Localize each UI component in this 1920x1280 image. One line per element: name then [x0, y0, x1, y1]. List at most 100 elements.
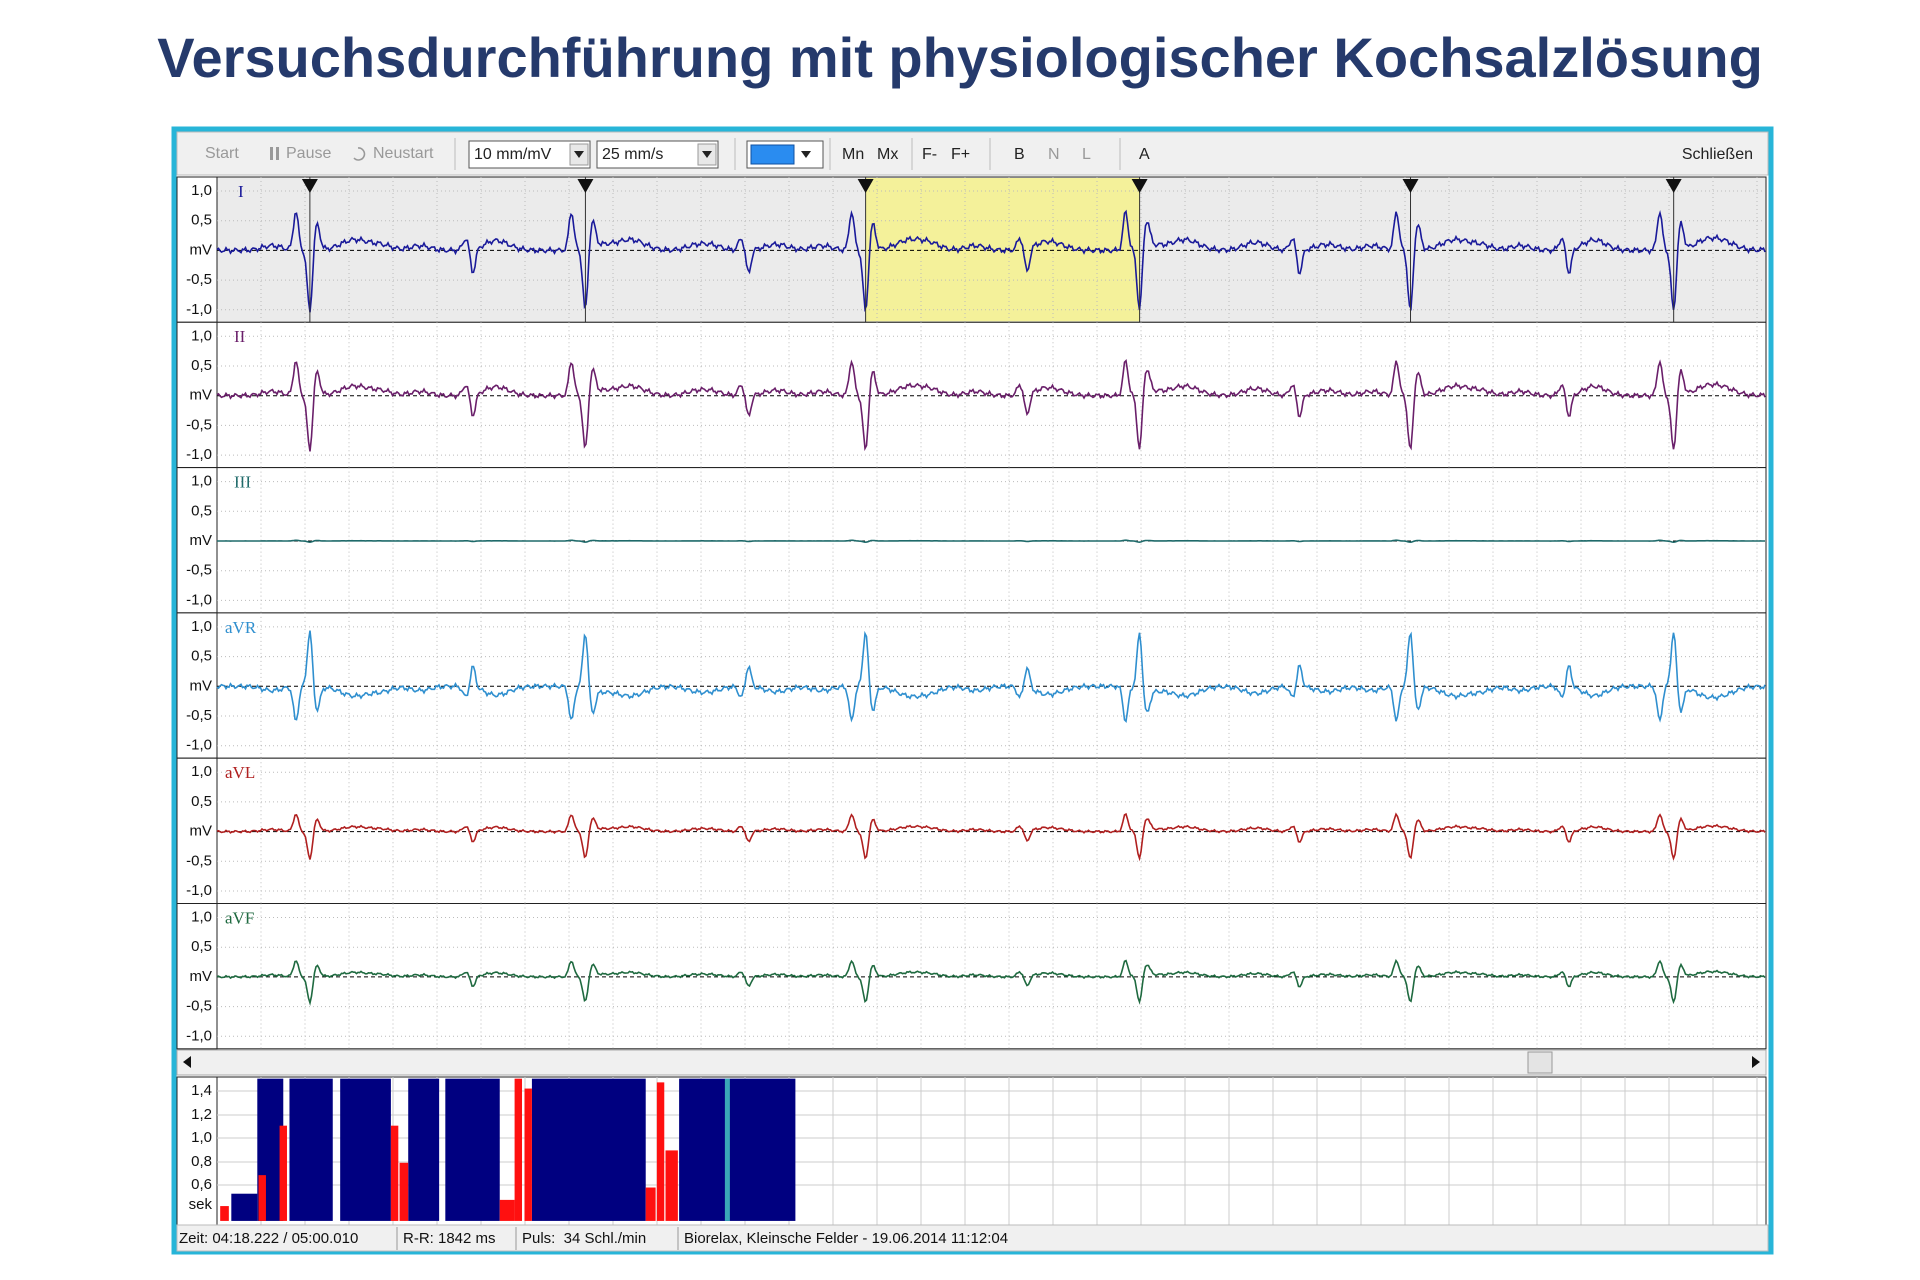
axis-label: 0,5	[191, 212, 212, 229]
axis-label: 1,4	[191, 1082, 212, 1099]
axis-label: mV	[190, 241, 213, 258]
axis-label: 1,0	[191, 618, 212, 635]
ecg-trace	[217, 539, 1765, 544]
axis-label: -0,5	[186, 271, 212, 288]
ecg-trace	[216, 630, 1766, 723]
rr-bar	[289, 1078, 333, 1221]
ecg-trace	[216, 812, 1766, 862]
restart-button[interactable]: Neustart	[373, 145, 434, 162]
toolbar-button[interactable]: L	[1082, 146, 1091, 163]
status-bar	[176, 1224, 1769, 1252]
beat-marker	[301, 179, 318, 193]
axis-column	[176, 1076, 218, 1226]
pause-icon	[276, 147, 279, 160]
axis-label: -0,5	[186, 416, 212, 433]
axis-label: 0,8	[191, 1153, 212, 1170]
lead-name: II	[234, 327, 246, 346]
close-button[interactable]: Schließen	[1682, 146, 1753, 163]
axis-label: -0,5	[186, 852, 212, 869]
axis-label: 0,6	[191, 1176, 212, 1193]
axis-label: 1,0	[191, 182, 212, 199]
axis-label: 1,0	[191, 327, 212, 344]
beat-marker	[1402, 179, 1419, 193]
beat-marker	[857, 179, 874, 193]
arrow-icon	[801, 151, 811, 158]
lead-name: aVL	[225, 763, 255, 782]
axis-column	[176, 176, 218, 323]
axis-label: mV	[190, 387, 213, 404]
pause-button[interactable]: Pause	[286, 145, 331, 162]
axis-column	[176, 612, 218, 759]
axis-label: 1,0	[191, 908, 212, 925]
axis-column	[176, 321, 218, 469]
rr-bar	[531, 1078, 646, 1221]
axis-label: 0,5	[191, 357, 212, 374]
axis-label: 0,5	[191, 502, 212, 519]
rr-spike	[390, 1125, 399, 1221]
lead-name: aVF	[225, 908, 254, 927]
speed-value: 25 mm/s	[602, 146, 663, 163]
axis-label: -0,5	[186, 998, 212, 1015]
axis-label: 1,0	[191, 763, 212, 780]
rr-spike	[499, 1199, 515, 1221]
axis-label: -1,0	[186, 737, 212, 754]
axis-label: -1,0	[186, 301, 212, 318]
lead-panel	[176, 903, 1767, 1050]
status-field: Biorelax, Kleinsche Felder - 19.06.2014 …	[684, 1230, 1008, 1247]
axis-label: -1,0	[186, 446, 212, 463]
axis-label: 1,0	[191, 1129, 212, 1146]
axis-label: mV	[190, 823, 213, 840]
rr-spike	[258, 1175, 266, 1221]
beat-marker	[577, 179, 594, 193]
rr-spike	[220, 1206, 229, 1221]
scroll-right[interactable]	[1752, 1056, 1760, 1068]
axis-label: -1,0	[186, 591, 212, 608]
axis-label: 1,0	[191, 473, 212, 490]
toolbar-button[interactable]: B	[1014, 146, 1025, 163]
ecg-trace	[216, 209, 1766, 313]
toolbar-button[interactable]: F+	[951, 146, 970, 163]
axis-label: -1,0	[186, 882, 212, 899]
rr-spike	[279, 1125, 287, 1221]
toolbar-button[interactable]: Mx	[877, 146, 898, 163]
beat-marker	[1665, 179, 1682, 193]
toolbar-button[interactable]: Mn	[842, 146, 864, 163]
lead-name: I	[238, 182, 244, 201]
pause-icon	[270, 147, 273, 160]
rr-bar	[445, 1078, 500, 1221]
lead-panel	[176, 757, 1767, 905]
rr-spike	[645, 1187, 656, 1221]
rr-bar	[408, 1078, 440, 1221]
rr-spike	[665, 1150, 678, 1221]
beat-marker	[1131, 179, 1148, 193]
ecg-trace	[216, 958, 1766, 1007]
axis-label: sek	[189, 1196, 213, 1213]
scale-value: 10 mm/mV	[474, 146, 552, 163]
color-swatch	[750, 144, 795, 165]
start-button[interactable]: Start	[205, 145, 239, 162]
toolbar-button[interactable]: F-	[922, 146, 937, 163]
toolbar-button[interactable]: N	[1048, 146, 1060, 163]
toolbar	[176, 131, 1769, 176]
scrollbar[interactable]	[176, 1049, 1767, 1076]
axis-label: 0,5	[191, 793, 212, 810]
selection	[865, 178, 1140, 322]
page-title: Versuchsdurchführung mit physiologischer…	[157, 26, 1763, 89]
rr-spike	[514, 1078, 523, 1221]
scroll-left[interactable]	[183, 1056, 191, 1068]
rr-cursor	[724, 1078, 730, 1221]
lead-panel	[176, 612, 1767, 759]
axis-label: 0,5	[191, 648, 212, 665]
toolbar-button[interactable]: A	[1139, 146, 1150, 163]
ecg-trace	[216, 359, 1766, 452]
rr-spike	[656, 1082, 665, 1221]
scroll-thumb[interactable]	[1527, 1051, 1553, 1074]
lead-name: III	[234, 473, 251, 492]
axis-label: 0,5	[191, 938, 212, 955]
arrow-icon	[702, 151, 712, 158]
status-field: Zeit: 04:18.222 / 05:00.010	[179, 1230, 358, 1247]
axis-label: 1,2	[191, 1106, 212, 1123]
lead-name: aVR	[225, 618, 257, 637]
